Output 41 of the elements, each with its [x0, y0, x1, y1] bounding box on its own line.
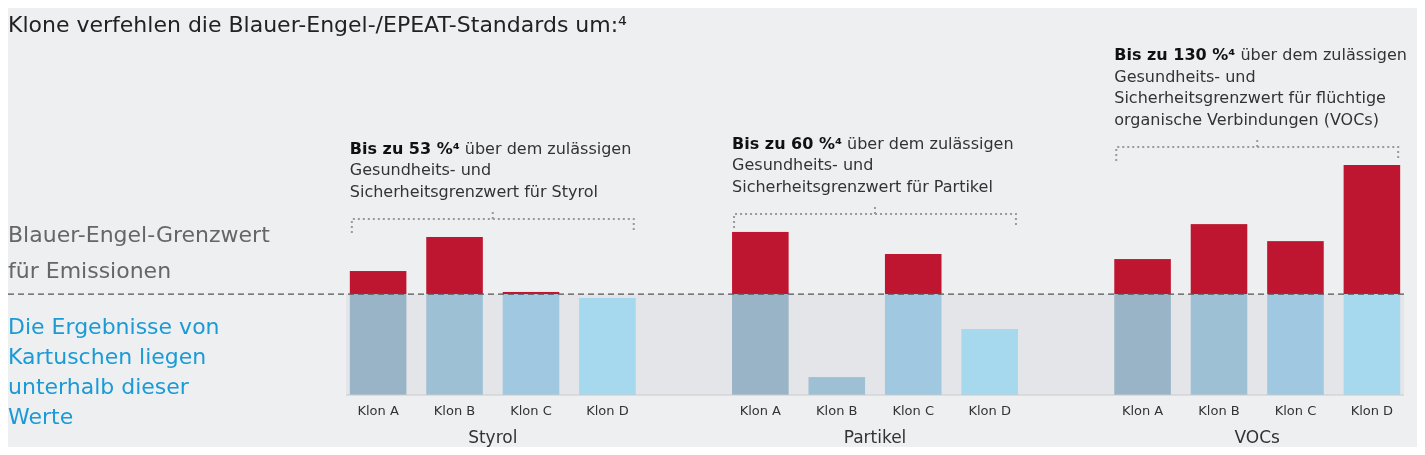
- bar: [1190, 294, 1248, 395]
- x-tick-label: Klon D: [968, 403, 1011, 418]
- x-tick-label: Klon B: [1198, 403, 1240, 418]
- ref-line-label: Blauer-Engel-Grenzwert für Emissionen: [8, 222, 271, 284]
- x-tick-label: Klon C: [1274, 403, 1317, 418]
- bar: [349, 271, 407, 295]
- bar: [1190, 224, 1248, 295]
- annotation: Bis zu 60 %⁴ über dem zulässigen Gesundheits- und Sicherheitsgrenzwert für Partikel: [732, 133, 1014, 196]
- annotation: Bis zu 53 %⁴ über dem zulässigen Gesundheits- und Sicherheitsgrenzwert für Styrol: [349, 138, 632, 201]
- bar: [1114, 294, 1171, 395]
- x-tick-label: Klon C: [510, 403, 552, 418]
- x-tick-label: Klon A: [1121, 403, 1164, 418]
- bar: [1267, 241, 1324, 295]
- x-tick-label: Klon C: [892, 403, 934, 418]
- bar: [1343, 165, 1401, 295]
- text: Bis zu 130 %⁴ über dem zulässigen Gesundheits- und Sicherheitsgrenzwert für flüchtige organische Verbindungen (VOCs): [1114, 45, 1407, 129]
- x-tick-label: Klon B: [433, 403, 476, 418]
- x-tick-label: Klon B: [816, 403, 858, 418]
- bar: [884, 254, 942, 295]
- chart-title: Klone verfehlen die Blauer-Engel-/EPEAT-Standards um:⁴: [8, 12, 628, 37]
- bar: [884, 294, 942, 395]
- bar: [732, 231, 789, 295]
- bar: [349, 294, 407, 395]
- bar: [579, 297, 636, 395]
- x-tick-label: Klon A: [357, 403, 399, 418]
- x-tick-label: Klon D: [586, 403, 629, 418]
- bar: [426, 236, 483, 295]
- text: Partikel: [843, 427, 907, 447]
- x-tick-label: Klon D: [1350, 403, 1394, 418]
- bar: [1114, 259, 1171, 295]
- bar: [961, 328, 1018, 395]
- text: Die Ergebnisse von Kartuschen liegen unterhalb dieser Werte: [8, 314, 220, 430]
- x-tick-label: Klon A: [739, 403, 782, 418]
- bar: [1343, 294, 1401, 395]
- bar: [808, 377, 866, 395]
- bar: [732, 294, 789, 395]
- bar: [502, 294, 560, 395]
- bar: [426, 294, 483, 395]
- text: Styrol: [468, 427, 518, 447]
- text: VOCs: [1234, 427, 1281, 447]
- bar: [1267, 294, 1324, 395]
